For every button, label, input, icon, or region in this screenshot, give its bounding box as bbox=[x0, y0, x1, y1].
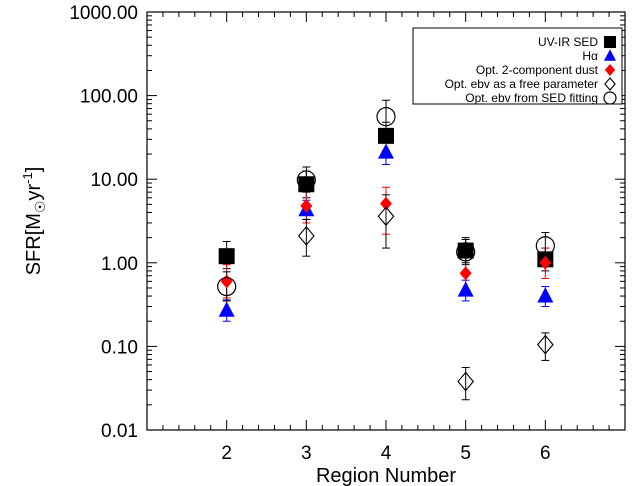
series-markers-filled-diamond bbox=[220, 196, 552, 289]
y-tick-label: 1000.00 bbox=[69, 3, 138, 24]
x-tick-label: 6 bbox=[540, 443, 551, 464]
x-tick-label: 4 bbox=[381, 443, 392, 464]
legend-label: UV-IR SED bbox=[538, 35, 598, 49]
data-point bbox=[218, 301, 235, 317]
data-point bbox=[378, 127, 394, 144]
data-point bbox=[459, 266, 472, 281]
x-tick-label: 2 bbox=[221, 443, 232, 464]
data-point bbox=[457, 281, 474, 297]
y-tick-label: 0.01 bbox=[101, 421, 138, 442]
legend-marker bbox=[604, 77, 616, 91]
legend-marker bbox=[604, 49, 616, 61]
legend-marker bbox=[604, 64, 616, 76]
data-point bbox=[536, 334, 554, 355]
data-point bbox=[298, 176, 315, 193]
axis-ticks bbox=[147, 11, 625, 431]
data-marks bbox=[217, 99, 555, 401]
data-point bbox=[457, 242, 474, 259]
series-markers-open-circle bbox=[217, 107, 555, 297]
data-point bbox=[217, 276, 237, 297]
y-tick-label: 1.00 bbox=[101, 254, 138, 275]
x-tick-label: 5 bbox=[460, 443, 471, 464]
legend-label: Hα bbox=[582, 49, 598, 63]
data-point bbox=[456, 242, 476, 262]
y-tick-label: 10.00 bbox=[90, 170, 138, 191]
legend-frame bbox=[412, 27, 623, 105]
legend-label: Opt. ebv from SED fitting bbox=[465, 91, 598, 105]
legend-marker bbox=[604, 36, 616, 48]
y-tick-label: 0.10 bbox=[101, 337, 138, 358]
y-axis-title-mid: yr bbox=[23, 184, 45, 201]
data-point bbox=[300, 198, 313, 213]
legend-label: Opt. ebv as a free parameter bbox=[445, 77, 598, 91]
data-point bbox=[296, 170, 316, 190]
axis-tick-labels: 2 3 4 5 6 0.01 0.10 1.00 10.00 100.00 1000.00 bbox=[69, 3, 550, 464]
data-point bbox=[457, 371, 475, 392]
y-axis-title-sup: -1 bbox=[20, 172, 35, 184]
series-open-diamond bbox=[302, 194, 550, 401]
series-markers-open-diamond bbox=[297, 206, 554, 392]
y-axis-title-sub: ☉ bbox=[32, 201, 48, 214]
data-point bbox=[378, 143, 394, 159]
legend-marker bbox=[603, 91, 617, 105]
legend-label: Opt. 2-component dust bbox=[476, 63, 599, 77]
y-axis-title-suffix: ] bbox=[23, 167, 45, 173]
data-point bbox=[380, 196, 392, 211]
data-point bbox=[539, 255, 552, 270]
x-tick-label: 3 bbox=[301, 443, 312, 464]
y-axis-title-prefix: SFR[M bbox=[23, 213, 45, 275]
data-point bbox=[220, 274, 233, 289]
data-point bbox=[297, 226, 315, 246]
y-tick-label: 100.00 bbox=[80, 87, 138, 108]
data-point bbox=[376, 107, 396, 127]
data-point bbox=[537, 287, 554, 303]
data-point bbox=[535, 236, 555, 256]
y-axis-title: SFR[M☉yr-1] bbox=[20, 167, 48, 276]
data-point bbox=[218, 248, 235, 265]
data-point bbox=[377, 206, 395, 227]
x-axis-title: Region Number bbox=[316, 465, 456, 486]
